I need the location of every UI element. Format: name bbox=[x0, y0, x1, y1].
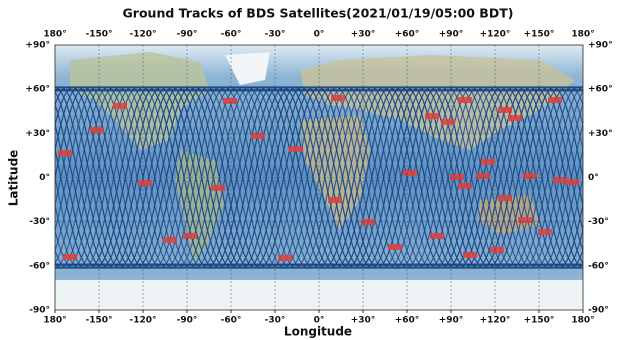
chart: Ground Tracks of BDS Satellites(2021/01/… bbox=[0, 0, 621, 340]
satellite-marker bbox=[58, 150, 72, 156]
satellite-marker bbox=[211, 185, 225, 191]
y-tick-label-right: -60° bbox=[588, 261, 609, 271]
satellite-marker bbox=[523, 173, 537, 179]
satellite-marker bbox=[328, 197, 342, 203]
satellite-marker bbox=[331, 95, 345, 101]
x-tick-label-top: -30° bbox=[265, 30, 286, 40]
satellite-marker bbox=[498, 195, 512, 201]
x-tick-label-top: 180° bbox=[43, 30, 66, 40]
satellite-marker bbox=[476, 173, 490, 179]
satellite-marker bbox=[490, 247, 504, 253]
satellite-marker bbox=[463, 252, 477, 258]
x-tick-label-top: +30° bbox=[351, 30, 376, 40]
satellite-marker bbox=[441, 119, 455, 125]
x-tick-label: +90° bbox=[439, 316, 464, 326]
x-tick-label-top: 0° bbox=[314, 30, 325, 40]
y-tick-label-right: +60° bbox=[588, 85, 613, 95]
x-tick-label: 180° bbox=[571, 316, 594, 326]
satellite-marker bbox=[518, 217, 532, 223]
y-tick-label-right: -30° bbox=[588, 217, 609, 227]
satellite-marker bbox=[450, 174, 464, 180]
chart-title: Ground Tracks of BDS Satellites(2021/01/… bbox=[123, 6, 514, 21]
x-tick-label-top: -60° bbox=[221, 30, 242, 40]
satellite-marker bbox=[403, 170, 417, 176]
x-tick-label: -30° bbox=[265, 316, 286, 326]
y-tick-label: 0° bbox=[39, 173, 50, 183]
y-tick-label: -90° bbox=[29, 306, 50, 316]
satellite-marker bbox=[481, 159, 495, 165]
satellite-marker bbox=[548, 97, 562, 103]
y-tick-label: +90° bbox=[25, 41, 50, 51]
x-tick-label: -120° bbox=[129, 316, 156, 326]
y-axis-label: Latitude bbox=[7, 150, 21, 207]
x-tick-label: 180° bbox=[43, 316, 66, 326]
x-axis-label: Longitude bbox=[284, 325, 352, 339]
x-tick-label-top: +90° bbox=[439, 30, 464, 40]
y-tick-label-right: -90° bbox=[588, 306, 609, 316]
y-tick-label: +30° bbox=[25, 129, 50, 139]
satellite-marker bbox=[113, 103, 127, 109]
x-tick-label-top: +120° bbox=[480, 30, 511, 40]
satellite-marker bbox=[251, 133, 265, 139]
x-tick-label: -150° bbox=[85, 316, 112, 326]
satellite-marker bbox=[223, 98, 237, 104]
x-tick-label: +150° bbox=[524, 316, 555, 326]
satellite-marker bbox=[508, 115, 522, 121]
y-tick-label-right: +90° bbox=[588, 41, 613, 51]
satellite-marker bbox=[388, 244, 402, 250]
satellite-marker bbox=[138, 180, 152, 186]
satellite-marker bbox=[498, 107, 512, 113]
x-tick-label: 0° bbox=[314, 316, 325, 326]
y-tick-label: -30° bbox=[29, 217, 50, 227]
x-tick-label-top: +60° bbox=[395, 30, 420, 40]
satellite-marker bbox=[425, 113, 439, 119]
x-tick-label-top: 180° bbox=[571, 30, 594, 40]
satellite-marker bbox=[565, 179, 579, 185]
x-tick-label: -60° bbox=[221, 316, 242, 326]
x-tick-label-top: -90° bbox=[177, 30, 198, 40]
x-tick-label: +30° bbox=[351, 316, 376, 326]
x-tick-label-top: +150° bbox=[524, 30, 555, 40]
satellite-marker bbox=[183, 233, 197, 239]
satellite-marker bbox=[278, 255, 292, 261]
satellite-marker bbox=[538, 229, 552, 235]
satellite-marker bbox=[430, 233, 444, 239]
y-tick-label: +60° bbox=[25, 85, 50, 95]
x-tick-label-top: -150° bbox=[85, 30, 112, 40]
y-tick-label-right: 0° bbox=[588, 173, 599, 183]
x-tick-label: -90° bbox=[177, 316, 198, 326]
satellite-marker bbox=[163, 237, 177, 243]
y-tick-label-right: +30° bbox=[588, 129, 613, 139]
satellite-marker bbox=[289, 146, 303, 152]
x-tick-label: +60° bbox=[395, 316, 420, 326]
x-tick-label: +120° bbox=[480, 316, 511, 326]
y-tick-label: -60° bbox=[29, 261, 50, 271]
satellite-marker bbox=[63, 254, 77, 260]
satellite-marker bbox=[458, 183, 472, 189]
satellite-marker bbox=[458, 97, 472, 103]
satellite-marker bbox=[553, 177, 567, 183]
x-tick-label-top: -120° bbox=[129, 30, 156, 40]
satellite-marker bbox=[90, 127, 104, 133]
